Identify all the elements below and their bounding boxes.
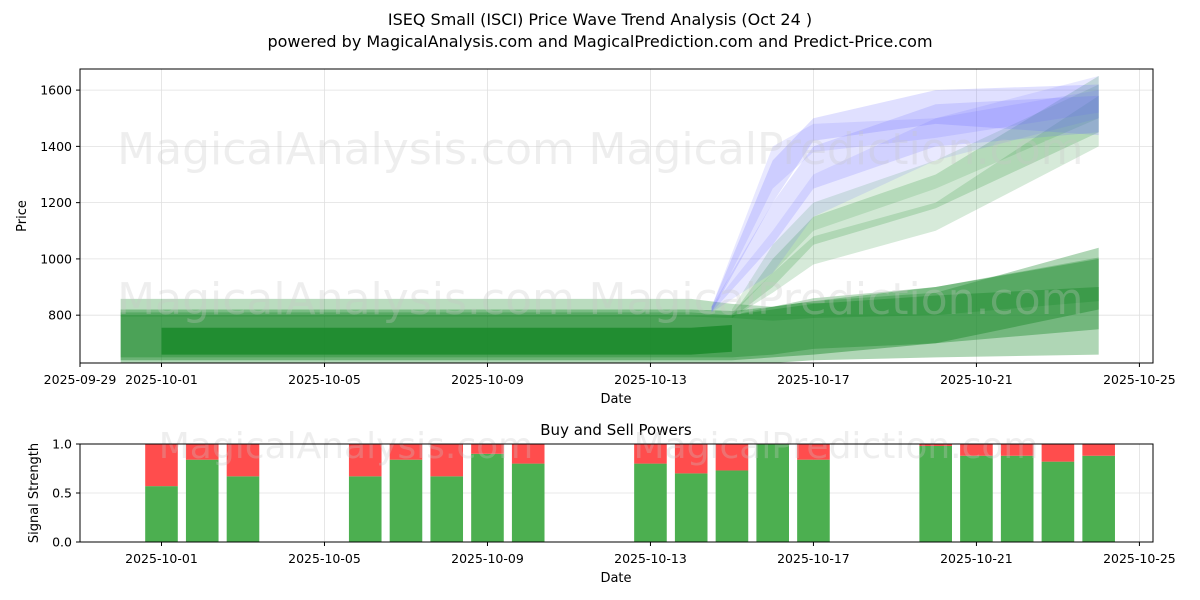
signal-xtick-label: 2025-10-17 (777, 551, 850, 566)
buy-bar (145, 486, 178, 542)
wave-green-5-band (161, 325, 732, 355)
sell-bar (674, 444, 708, 474)
buy-bar (348, 476, 382, 542)
price-xtick-label: 2025-10-09 (451, 372, 524, 387)
wave-blue-4-band (711, 76, 1099, 313)
price-grid (79, 69, 1153, 363)
sell-bar (1041, 444, 1075, 462)
sell-bar (226, 444, 260, 477)
sell-bar (511, 444, 545, 464)
price-xtick-label: 2025-10-17 (777, 372, 850, 387)
chart-subtitle: powered by MagicalAnalysis.com and Magic… (267, 32, 932, 51)
price-ytick-label: 1600 (40, 83, 72, 98)
buy-bar (715, 470, 749, 542)
price-ylabel: Price (15, 200, 30, 232)
watermark-prediction-mid: MagicalPrediction.com (589, 274, 1084, 325)
sell-bar (715, 444, 749, 471)
sell-bar (797, 444, 830, 460)
wave-blue-3-band (711, 90, 1099, 313)
price-xtick-label: 2025-10-25 (1103, 372, 1176, 387)
buy-bar (674, 473, 708, 542)
buy-bar (389, 459, 423, 542)
signal-ticks: 2025-10-01 2025-10-05 2025-10-09 2025-10-13… (52, 437, 1176, 567)
wave-green-light-1-band (731, 76, 1099, 318)
buy-bar (756, 444, 789, 542)
price-xtick-label: 2025-10-05 (288, 372, 361, 387)
sell-bar (145, 444, 178, 487)
sell-bar (185, 444, 219, 460)
sell-bar (634, 444, 667, 464)
price-ytick-label: 1000 (40, 251, 72, 266)
buy-bar (1082, 455, 1115, 542)
sell-bar (1082, 444, 1115, 456)
wave-green-light-3-band (731, 84, 1099, 316)
signal-bars (145, 444, 1115, 542)
watermark-analysis-mid: MagicalAnalysis.com (117, 274, 575, 325)
watermark-prediction-bottom: MagicalPrediction.com (634, 426, 1039, 467)
chart-title: ISEQ Small (ISCI) Price Wave Trend Analy… (388, 10, 812, 29)
buy-bar (471, 453, 504, 542)
watermark-prediction-top: MagicalPrediction.com (589, 124, 1084, 175)
sell-bar (1000, 444, 1034, 456)
signal-xtick-label: 2025-10-09 (451, 551, 524, 566)
price-xtick-label: 2025-10-01 (125, 372, 198, 387)
buy-bar (634, 463, 667, 542)
watermark-analysis-bottom: MagicalAnalysis.com (159, 426, 533, 467)
price-ytick-label: 1200 (40, 195, 72, 210)
buy-bar (226, 476, 260, 542)
sell-bar (919, 444, 952, 446)
price-axes-frame (79, 68, 1154, 364)
sell-bar (389, 444, 423, 460)
price-xtick-label: 2025-10-13 (614, 372, 687, 387)
wave-green-1-band (120, 257, 1099, 321)
wave-blue-2-band (711, 95, 1099, 313)
signal-xtick-label: 2025-10-25 (1103, 551, 1176, 566)
wave-blue-1-band (711, 84, 1099, 313)
price-xtick-label: 2025-10-21 (940, 372, 1013, 387)
price-xlabel: Date (600, 392, 631, 407)
sell-bar (430, 444, 464, 477)
signal-ytick-label: 0.5 (52, 486, 72, 501)
price-ticks: 2025-09-29 2025-10-01 2025-10-05 2025-10-09… (40, 83, 1176, 387)
buy-bar (1000, 455, 1034, 542)
signal-title: Buy and Sell Powers (540, 421, 692, 439)
price-wave-bands (120, 76, 1099, 363)
buy-bar (797, 459, 830, 542)
signal-chart: Buy and Sell Powers MagicalAnalysis.com … (27, 421, 1176, 586)
signal-ylabel: Signal Strength (27, 443, 42, 543)
sell-bar (348, 444, 382, 477)
buy-bar (1041, 461, 1075, 542)
buy-bar (511, 463, 545, 542)
signal-ytick-label: 0.0 (52, 535, 72, 550)
sell-bar (960, 444, 993, 456)
signal-xtick-label: 2025-10-13 (614, 551, 687, 566)
price-chart: MagicalAnalysis.com MagicalPrediction.co… (15, 68, 1176, 407)
buy-bar (960, 455, 993, 542)
buy-bar (919, 445, 952, 542)
signal-xtick-label: 2025-10-01 (125, 551, 198, 566)
signal-xlabel: Date (600, 571, 631, 586)
sell-bar (471, 444, 504, 454)
price-xtick-label: 2025-09-29 (44, 372, 117, 387)
buy-bar (430, 476, 464, 542)
watermark-analysis-top: MagicalAnalysis.com (117, 124, 575, 175)
price-ytick-label: 800 (48, 308, 72, 323)
price-ytick-label: 1400 (40, 139, 72, 154)
signal-xtick-label: 2025-10-21 (940, 551, 1013, 566)
buy-bar (185, 459, 219, 542)
signal-ytick-label: 1.0 (52, 437, 72, 452)
signal-xtick-label: 2025-10-05 (288, 551, 361, 566)
